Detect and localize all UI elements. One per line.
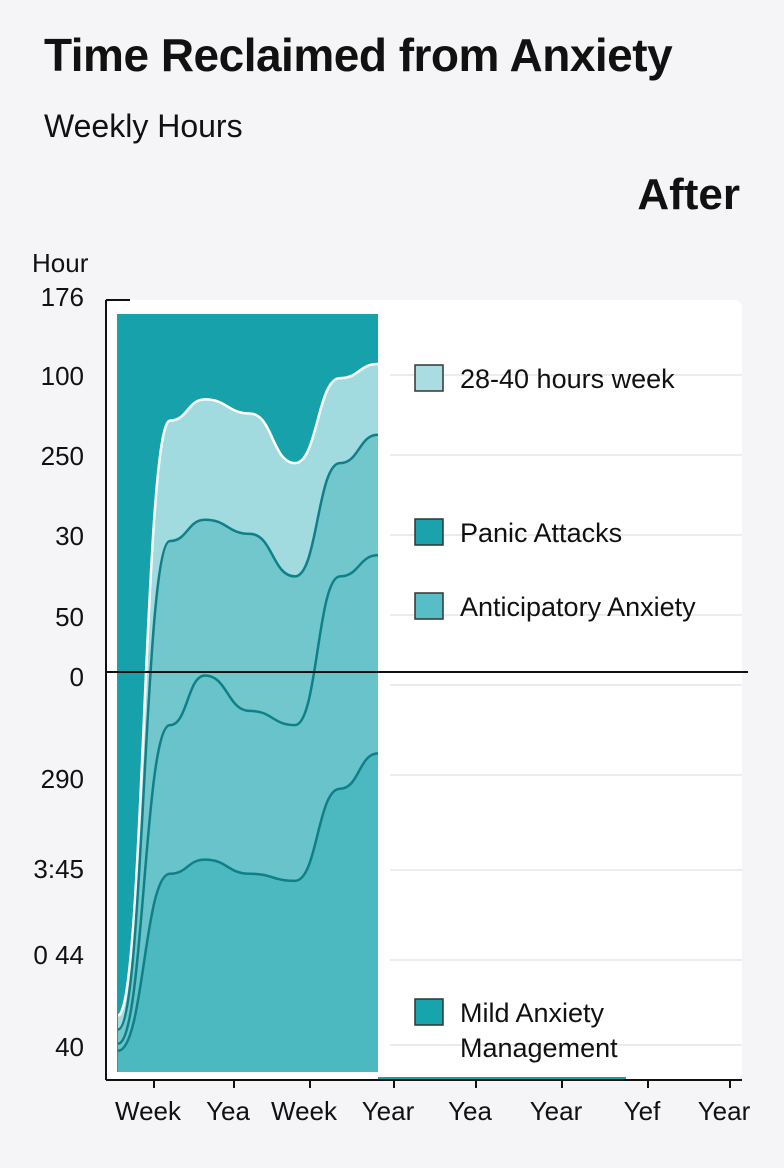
x-tick-label: Yea xyxy=(206,1096,250,1126)
series-line xyxy=(116,362,379,1017)
legend-swatch xyxy=(414,998,444,1026)
x-tick-label: Yea xyxy=(448,1096,492,1126)
legend-label: 28-40 hours week xyxy=(460,364,675,394)
series-layer xyxy=(116,314,626,1081)
legend-swatch xyxy=(414,518,444,546)
chart-subtitle: Weekly Hours xyxy=(44,108,243,144)
legend-label: Mild Anxiety Management xyxy=(460,998,618,1063)
axes xyxy=(105,299,748,1081)
series-area xyxy=(118,434,378,1072)
series-line xyxy=(116,433,379,1031)
chart-title: Time Reclaimed from Anxiety xyxy=(44,29,673,81)
x-tick-label: Year xyxy=(362,1096,415,1126)
y-tick-label: 30 xyxy=(55,521,84,551)
y-tick-label: 250 xyxy=(41,441,84,471)
x-tick-label: Week xyxy=(271,1096,338,1126)
series-area xyxy=(118,753,378,1072)
y-tick-label: 0 44 xyxy=(33,940,84,970)
legend-swatch xyxy=(414,592,444,620)
y-tick-label: 3:45 xyxy=(33,854,84,884)
y-tick-label: 290 xyxy=(41,764,84,794)
y-tick-label: 40 xyxy=(55,1032,84,1062)
y-tick-label: 100 xyxy=(41,361,84,391)
x-tick-label: Yef xyxy=(624,1096,661,1126)
y-ticks: 176 100 250 30 50 0 290 3:45 0 44 40 xyxy=(33,282,84,1062)
grid-lines xyxy=(390,374,742,1046)
series-line xyxy=(117,553,379,1045)
x-tick-label: Week xyxy=(115,1096,182,1126)
y-tick-label: 50 xyxy=(55,602,84,632)
panel-label: After xyxy=(637,170,740,219)
y-axis-label: Hour xyxy=(32,248,89,278)
legend-swatch xyxy=(414,364,444,392)
legend: 28-40 hours week Panic Attacks Anticipator… xyxy=(414,364,696,1063)
legend-label: Panic Attacks xyxy=(460,518,622,548)
x-tick-label: Year xyxy=(698,1096,751,1126)
series-line xyxy=(117,752,379,1053)
x-tick-label: Year xyxy=(530,1096,583,1126)
legend-label: Anticipatory Anxiety xyxy=(460,592,696,622)
y-tick-label: 176 xyxy=(41,282,84,312)
x-ticks: Week Yea Week Year Yea Year Yef Year xyxy=(115,1080,751,1126)
y-tick-label: 0 xyxy=(70,662,84,692)
